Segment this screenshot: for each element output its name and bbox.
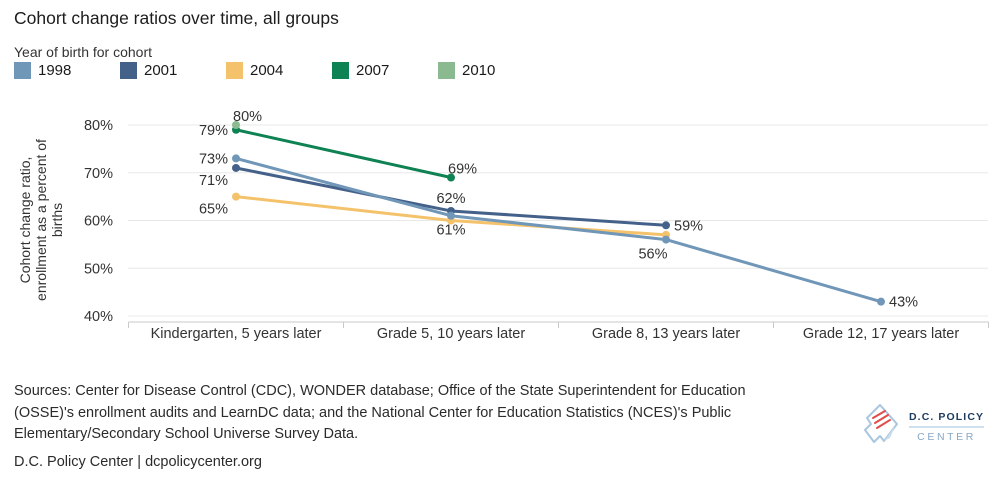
data-point-2001-2 bbox=[662, 221, 670, 230]
x-category-label: Kindergarten, 5 years later bbox=[151, 326, 322, 342]
legend-item-label: 2007 bbox=[356, 62, 390, 79]
logo-divider bbox=[909, 426, 985, 428]
y-axis-title: Cohort change ratio,enrollment as a perc… bbox=[17, 139, 65, 301]
dc-policy-center-logo: D.C. POLICY CENTER bbox=[860, 402, 985, 452]
x-category-label: Grade 5, 10 years later bbox=[377, 326, 525, 342]
point-label-2004-0: 65% bbox=[199, 202, 228, 218]
legend-swatch bbox=[120, 62, 137, 79]
legend-swatch bbox=[14, 62, 31, 79]
data-point-2007-1 bbox=[447, 173, 455, 182]
data-point-2010-0 bbox=[232, 121, 240, 129]
legend-swatch bbox=[438, 62, 455, 79]
legend-item-2004: 2004 bbox=[226, 62, 332, 79]
data-point-1998-1 bbox=[447, 211, 455, 220]
sources-line: Sources: Center for Disease Control (CDC… bbox=[14, 383, 746, 399]
point-label-2010-0: 80% bbox=[233, 109, 262, 125]
point-label-2007-1: 69% bbox=[448, 162, 477, 178]
legend-item-label: 2010 bbox=[462, 62, 496, 79]
x-category-label: Grade 12, 17 years later bbox=[803, 326, 960, 342]
legend-item-2010: 2010 bbox=[438, 62, 544, 79]
point-label-2001-1: 62% bbox=[436, 191, 465, 207]
sources-line: Elementary/Secondary School Universe Sur… bbox=[14, 426, 359, 442]
legend-item-2007: 2007 bbox=[332, 62, 438, 79]
data-point-2001-0 bbox=[232, 163, 240, 172]
data-point-1998-0 bbox=[232, 154, 240, 163]
sources-line: (OSSE)'s enrollment audits and LearnDC d… bbox=[14, 404, 732, 421]
y-tick-label: 70% bbox=[84, 166, 113, 182]
x-category-label: Grade 8, 13 years later bbox=[592, 326, 740, 342]
series-line-2007 bbox=[234, 128, 453, 180]
logo-org-name: D.C. POLICY bbox=[909, 411, 985, 423]
point-label-1998-3: 43% bbox=[889, 295, 918, 311]
data-point-2004-0 bbox=[232, 192, 240, 201]
legend-item-2001: 2001 bbox=[120, 62, 226, 79]
legend-title: Year of birth for cohort bbox=[14, 44, 153, 60]
point-label-1998-0: 73% bbox=[199, 151, 228, 167]
chart-title: Cohort change ratios over time, all grou… bbox=[14, 8, 339, 28]
plot-area: 40% 50% 60% 70% 80% Cohort change ratio,enrol… bbox=[17, 109, 989, 342]
legend-item-label: 2004 bbox=[250, 62, 284, 79]
sources-text: Sources: Center for Disease Control (CDC… bbox=[14, 381, 746, 446]
legend-swatch bbox=[332, 62, 349, 79]
legend-swatch bbox=[226, 62, 243, 79]
point-label-2001-2: 59% bbox=[674, 218, 703, 234]
logo-text: D.C. POLICY CENTER bbox=[909, 411, 985, 443]
credit-text: D.C. Policy Center | dcpolicycenter.org bbox=[14, 454, 262, 470]
point-label-1998-2: 56% bbox=[638, 247, 667, 263]
y-tick-label: 40% bbox=[84, 309, 113, 325]
y-tick-label: 60% bbox=[84, 214, 113, 230]
logo-unit-name: CENTER bbox=[917, 431, 976, 443]
legend-item-label: 2001 bbox=[144, 62, 178, 79]
data-point-1998-3 bbox=[877, 297, 885, 306]
point-label-2007-0: 79% bbox=[199, 123, 228, 139]
legend-item-1998: 1998 bbox=[14, 62, 120, 79]
point-label-1998-1: 61% bbox=[436, 223, 465, 239]
y-tick-label: 50% bbox=[84, 261, 113, 277]
dc-map-icon bbox=[864, 404, 898, 443]
data-point-1998-2 bbox=[662, 235, 670, 244]
legend: 1998 2001 2004 2007 2010 bbox=[14, 62, 544, 79]
point-label-2001-0: 71% bbox=[199, 173, 228, 189]
series-line-1998 bbox=[234, 156, 883, 304]
y-tick-label: 80% bbox=[84, 118, 113, 134]
legend-item-label: 1998 bbox=[38, 62, 72, 79]
